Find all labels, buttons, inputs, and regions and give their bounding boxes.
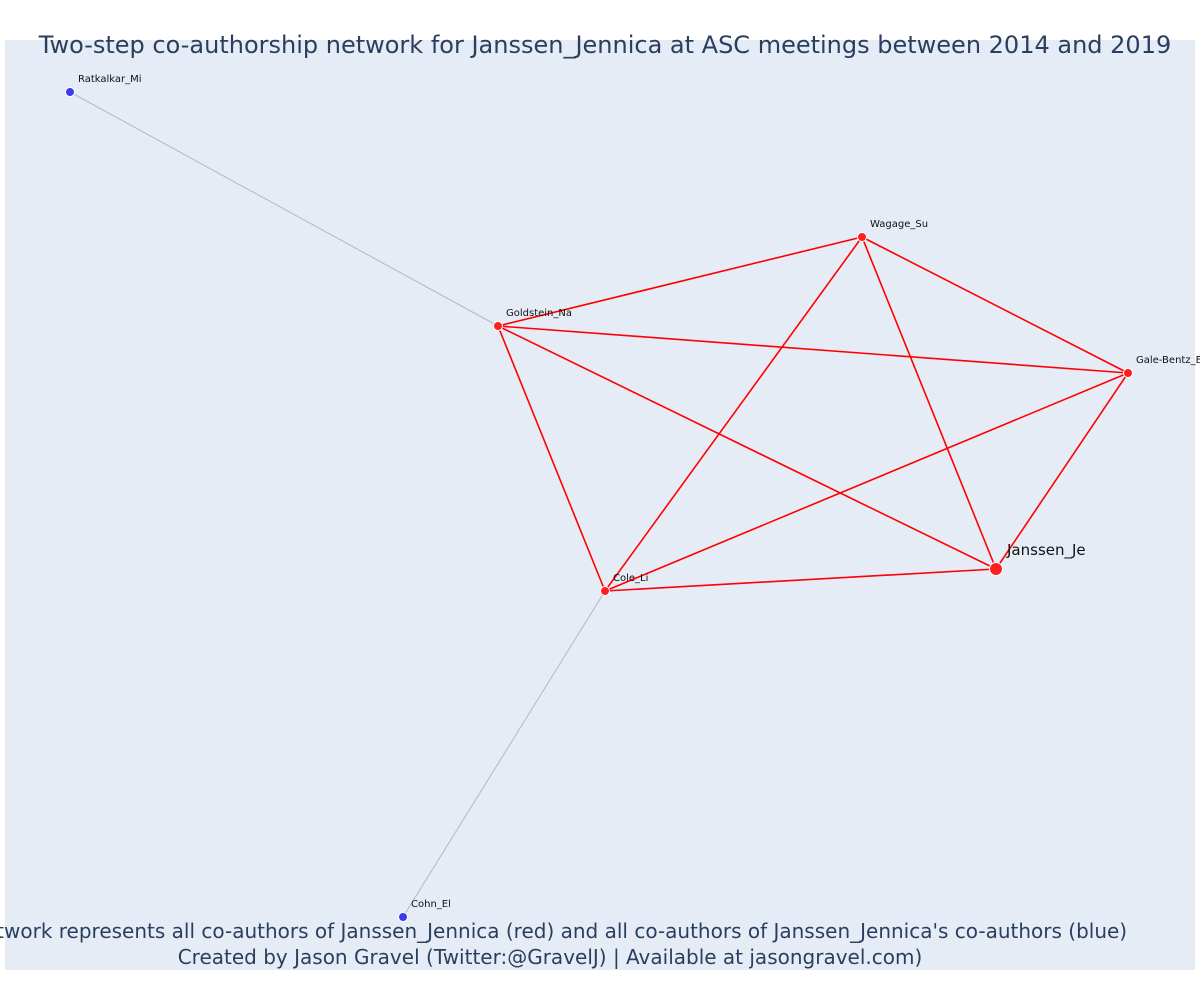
node-ratkalkar_mi[interactable] [65, 87, 75, 97]
node-label-wagage_su: Wagage_Su [870, 219, 928, 230]
node-goldstein_na[interactable] [493, 321, 503, 331]
node-label-ratkalkar_mi: Ratkalkar_Mi [78, 74, 142, 85]
edges-layer [69, 91, 1129, 918]
node-label-janssen_je: Janssen_Je [1006, 541, 1086, 560]
edge-wagage_su-janssen_je [861, 236, 997, 570]
caption-line-2: Created by Jason Gravel (Twitter:@Gravel… [178, 945, 923, 969]
plot-background [5, 40, 1195, 970]
edge-goldstein_na-cole_li [497, 325, 606, 592]
node-wagage_su[interactable] [857, 232, 867, 242]
chart-title: Two-step co-authorship network for Janss… [38, 31, 1171, 59]
node-janssen_je[interactable] [989, 562, 1003, 576]
nodes-layer [65, 87, 1133, 922]
edge-goldstein_na-janssen_je [497, 325, 997, 570]
edge-gale-bentz_e-janssen_je [995, 372, 1129, 570]
node-label-goldstein_na: Goldstein_Na [506, 308, 572, 319]
edge-cohn_el-cole_li [402, 590, 606, 918]
edge-wagage_su-cole_li [604, 236, 863, 592]
labels-layer: Janssen_Je Wagage_Su Goldstein_Na Gale-Bent… [78, 74, 1200, 910]
node-label-gale-bentz_e: Gale-Bentz_E [1136, 355, 1200, 366]
node-cohn_el[interactable] [398, 912, 408, 922]
edge-wagage_su-gale-bentz_e [861, 236, 1129, 374]
edge-goldstein_na-gale-bentz_e [497, 325, 1129, 374]
node-label-cohn_el: Cohn_El [411, 899, 451, 910]
edge-cole_li-janssen_je [604, 568, 997, 592]
node-cole_li[interactable] [600, 586, 610, 596]
node-gale-bentz_e[interactable] [1123, 368, 1133, 378]
caption-line-1: Network represents all co-authors of Jan… [0, 919, 1127, 943]
edge-goldstein_na-wagage_su [497, 236, 863, 327]
node-label-cole_li: Cole_Li [613, 573, 648, 584]
edge-gale-bentz_e-cole_li [604, 372, 1129, 592]
edge-ratkalkar_mi-goldstein_na [69, 91, 499, 327]
